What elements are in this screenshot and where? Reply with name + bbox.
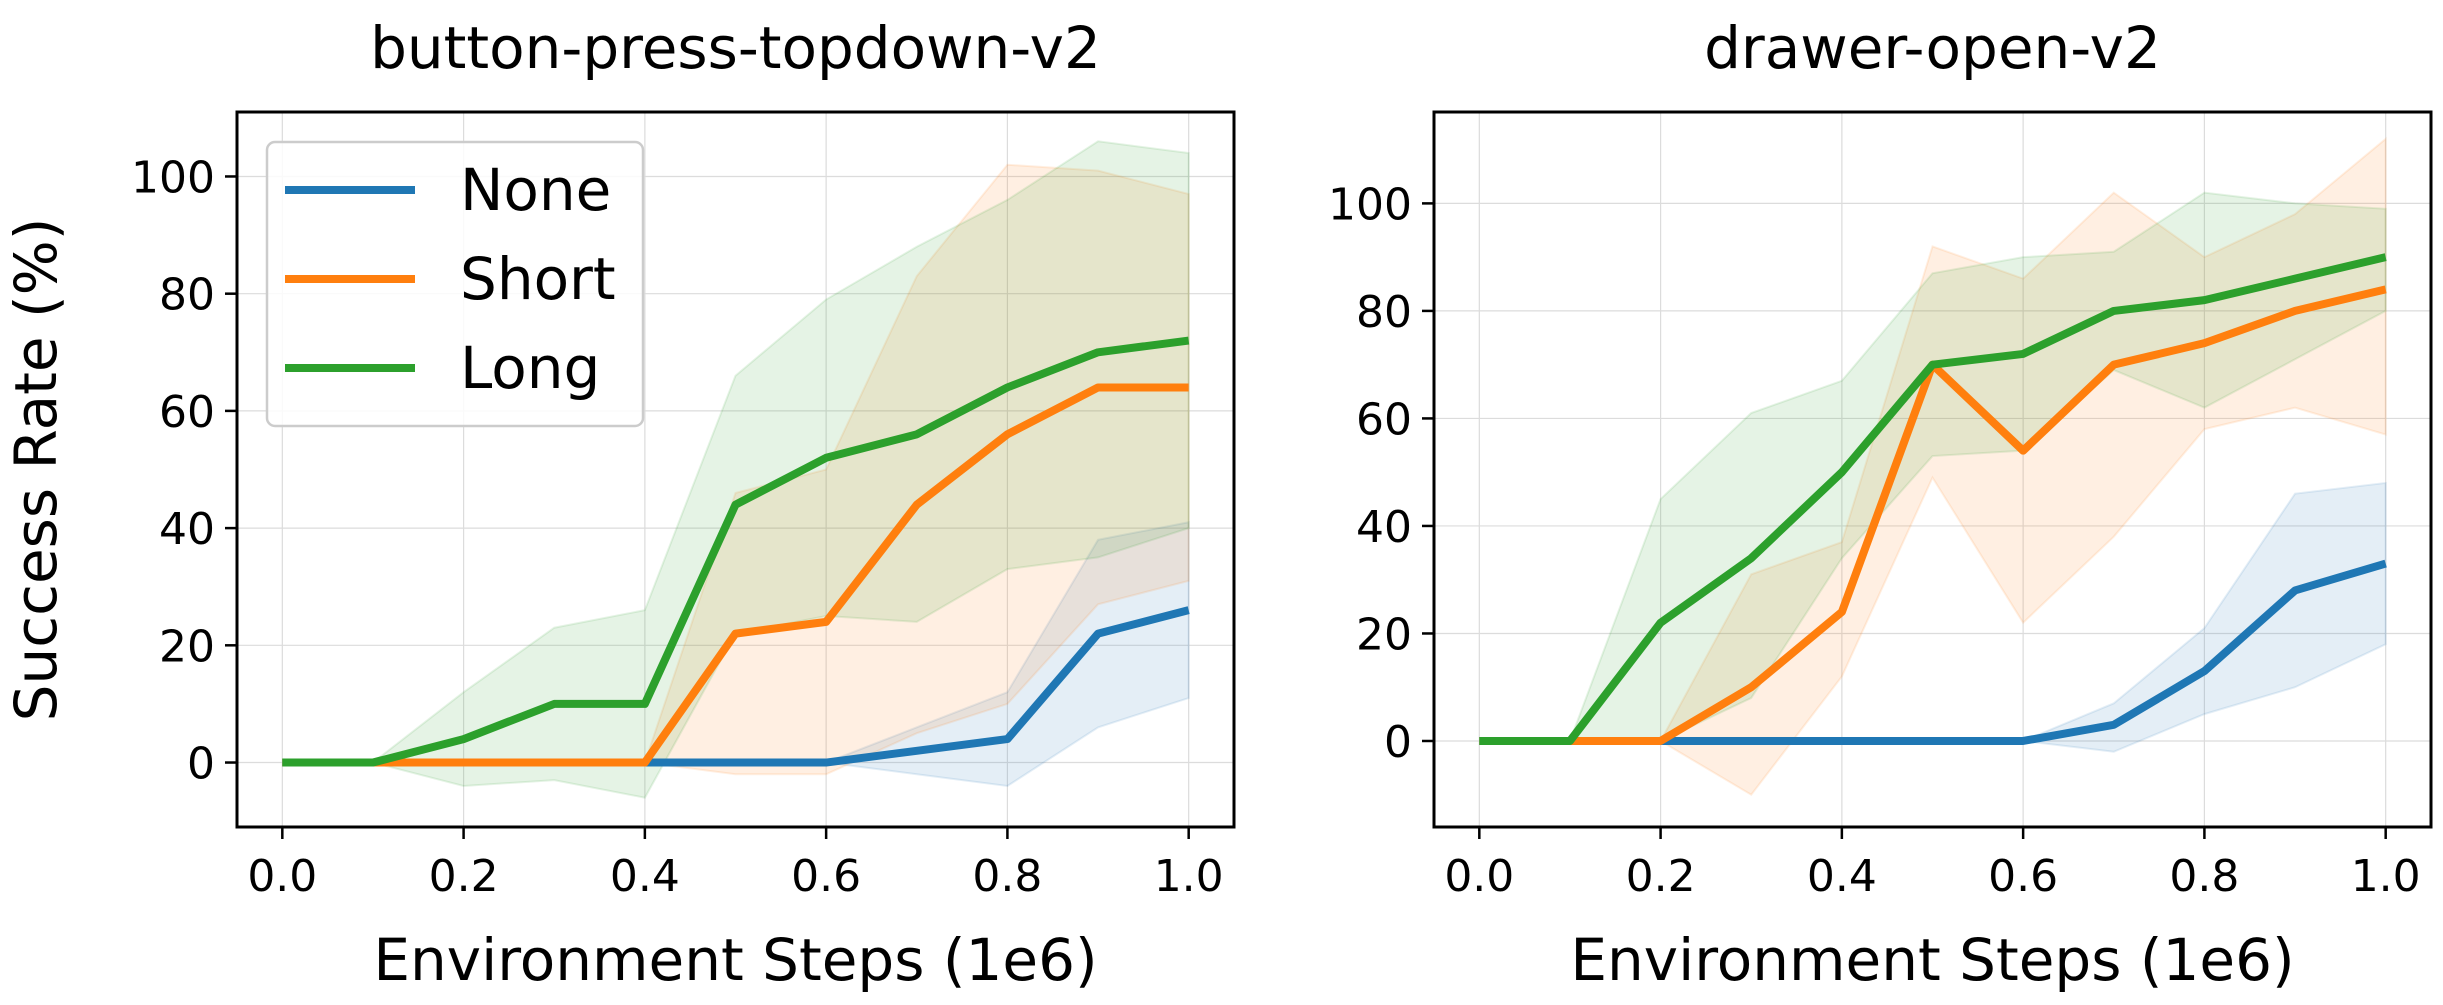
x-tick-label: 1.0 xyxy=(1154,851,1224,902)
x-axis-label: Environment Steps (1e6) xyxy=(1570,926,2294,994)
data-layer xyxy=(282,140,1190,799)
y-tick-label: 40 xyxy=(1356,502,1412,553)
y-tick-label: 20 xyxy=(159,621,215,672)
subplot-button-press-topdown: 0.0 0.2 0.4 0.6 0.8 1.0 0 20 40 60 80 100 button-pre… xyxy=(2,14,1236,994)
y-axis-label: Success Rate (%) xyxy=(2,218,70,722)
legend-label-short: Short xyxy=(460,245,616,313)
y-tick-label: 0 xyxy=(1384,717,1412,768)
series-line-long xyxy=(1479,253,2387,745)
y-tick-label: 20 xyxy=(1356,609,1412,660)
subplot-drawer-open: 0.0 0.2 0.4 0.6 0.8 1.0 0 20 40 60 80 100 drawer-ope… xyxy=(1328,14,2433,994)
chart-title: drawer-open-v2 xyxy=(1704,14,2161,82)
x-tick-label: 0.8 xyxy=(2169,851,2239,902)
y-tick-label: 100 xyxy=(1328,179,1412,230)
y-tick-label: 80 xyxy=(159,270,215,321)
axes-frame xyxy=(235,110,1236,829)
y-tick-label: 60 xyxy=(159,387,215,438)
x-tick-label: 1.0 xyxy=(2351,851,2421,902)
y-tick-label: 40 xyxy=(159,504,215,555)
series-line-long xyxy=(282,336,1190,767)
x-tick-label: 0.2 xyxy=(1626,851,1696,902)
y-tick-label: 60 xyxy=(1356,394,1412,445)
axes-frame xyxy=(1432,110,2433,829)
legend-label-long: Long xyxy=(460,334,600,402)
x-axis-label: Environment Steps (1e6) xyxy=(373,926,1097,994)
legend-label-none: None xyxy=(460,156,611,224)
y-tick-label: 100 xyxy=(131,152,215,203)
x-tick-label: 0.0 xyxy=(1444,851,1514,902)
y-tick-label: 0 xyxy=(187,739,215,790)
chart-title: button-press-topdown-v2 xyxy=(370,14,1101,82)
x-tick-label: 0.0 xyxy=(247,851,317,902)
legend-box xyxy=(265,140,645,428)
series-line-short xyxy=(282,383,1189,767)
x-tick-label: 0.4 xyxy=(1807,851,1877,902)
y-tick-label: 80 xyxy=(1356,287,1412,338)
x-tick-label: 0.6 xyxy=(1988,851,2058,902)
x-tick-label: 0.4 xyxy=(610,851,680,902)
data-layer xyxy=(1479,136,2387,797)
x-tick-label: 0.6 xyxy=(791,851,861,902)
x-tick-label: 0.2 xyxy=(429,851,499,902)
x-tick-label: 0.8 xyxy=(972,851,1042,902)
